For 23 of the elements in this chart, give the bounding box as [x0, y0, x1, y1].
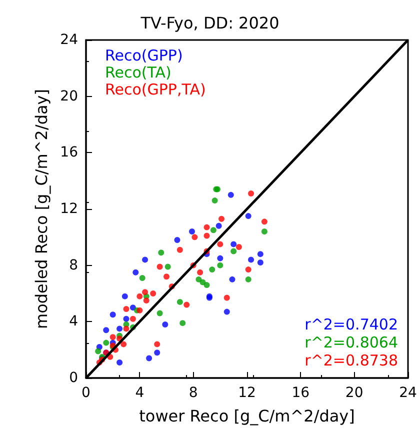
text: Reco(GPP)	[105, 46, 183, 64]
x-axis-title: tower Reco [g_C/m^2/day]	[139, 406, 355, 426]
annotation: r^2=0.8064	[304, 334, 398, 352]
text: Reco(GPP,TA)	[105, 80, 206, 98]
y-tick-label: 20	[60, 88, 78, 104]
y-axis-title: modeled Reco [g_C/m^2/day]	[32, 88, 51, 330]
x-tick-label: 12	[238, 385, 256, 401]
chart-title: TV-Fyo, DD: 2020	[140, 14, 280, 32]
y-tick-label: 4	[69, 314, 78, 330]
y-tick-label: 24	[60, 32, 78, 48]
annotation: r^2=0.8738	[304, 352, 398, 370]
y-tick-label: 12	[60, 201, 78, 217]
text: Reco(TA)	[105, 64, 172, 82]
y-tick-label: 8	[69, 257, 78, 274]
x-tick-label: 4	[135, 385, 144, 401]
y-tick-label: 16	[60, 144, 78, 161]
x-tick-label: 24	[399, 385, 417, 401]
x-tick-label: 16	[292, 385, 310, 401]
x-tick-label: 20	[345, 385, 364, 401]
y-tick-label: 0	[69, 370, 78, 386]
x-tick-label: 8	[188, 385, 198, 401]
x-tick-label: 0	[82, 385, 90, 401]
annotation: r^2=0.7402	[304, 316, 398, 334]
